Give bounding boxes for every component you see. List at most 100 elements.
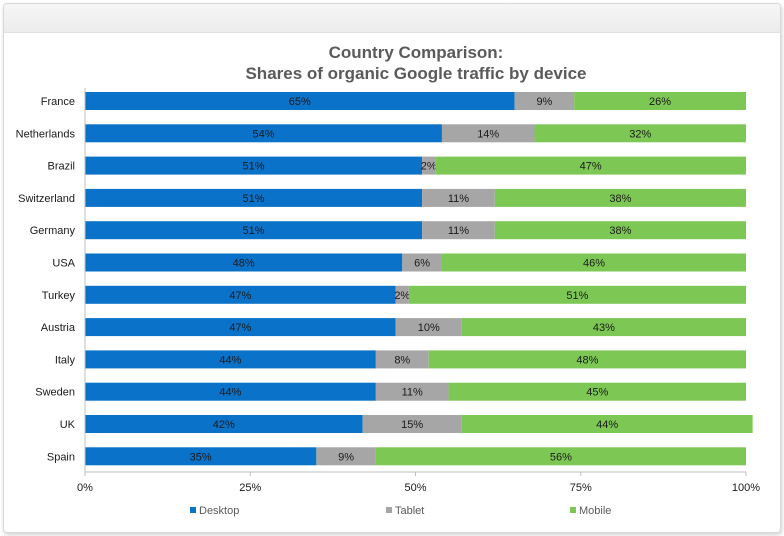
x-tick-label: 100% (732, 482, 760, 494)
bar-segment-desktop (85, 350, 376, 369)
bar-segment-mobile (428, 350, 746, 369)
data-label-tablet: 14% (477, 128, 499, 140)
data-label-mobile: 51% (566, 290, 588, 302)
legend-label: Mobile (579, 505, 611, 517)
bar-segment-desktop (85, 415, 363, 433)
data-label-desktop: 51% (243, 193, 265, 205)
data-label-desktop: 51% (243, 225, 265, 237)
data-label-desktop: 47% (229, 290, 251, 302)
data-label-tablet: 10% (418, 322, 440, 334)
category-label: Sweden (35, 387, 75, 399)
category-label: USA (52, 258, 75, 270)
category-label: Spain (47, 451, 75, 463)
bar-segment-desktop (85, 318, 396, 337)
data-label-tablet: 11% (448, 225, 469, 237)
data-label-tablet: 8% (394, 354, 410, 366)
bar-segment-desktop (85, 447, 317, 466)
bar-segment-tablet (375, 382, 449, 401)
legend-swatch (386, 507, 392, 513)
category-label: Italy (55, 354, 76, 366)
bar-segment-desktop (85, 156, 423, 175)
plot-area: France 65% 9% 26% Netherlands 54% 14% 32% Brazil… (16, 92, 753, 466)
bar-segment-tablet (362, 415, 462, 433)
bar-segment-tablet (395, 285, 409, 304)
data-label-desktop: 44% (219, 354, 241, 366)
data-label-tablet: 11% (448, 193, 469, 205)
bar-row-france: France 65% 9% 26% (41, 92, 746, 110)
bar-segment-tablet (422, 188, 495, 207)
bar-segment-tablet (422, 221, 495, 240)
bar-row-germany: Germany 51% 11% 38% (30, 221, 746, 240)
bar-row-austria: Austria 47% 10% 43% (41, 318, 746, 337)
bar-segment-tablet (514, 92, 575, 110)
chart-title-line-1: Country Comparison: (329, 43, 504, 62)
data-label-desktop: 47% (229, 322, 251, 334)
x-tick-label: 25% (239, 482, 261, 494)
category-label: Netherlands (16, 128, 76, 140)
chart-top-band (4, 4, 780, 33)
data-label-tablet: 9% (536, 96, 552, 108)
bar-segment-tablet (316, 447, 376, 466)
data-label-tablet: 2% (421, 161, 437, 173)
bar-row-sweden: Sweden 44% 11% 45% (35, 382, 746, 401)
bar-segment-mobile (494, 221, 746, 240)
data-label-tablet: 2% (394, 290, 410, 302)
data-label-tablet: 11% (402, 387, 423, 399)
data-label-desktop: 35% (190, 451, 212, 463)
data-label-desktop: 42% (213, 419, 235, 431)
data-label-mobile: 43% (593, 322, 615, 334)
bar-segment-mobile (574, 92, 746, 110)
legend-item-mobile: Mobile (570, 505, 611, 517)
bar-row-turkey: Turkey 47% 2% 51% (42, 285, 746, 304)
data-label-tablet: 6% (414, 258, 430, 270)
legend: Desktop Tablet Mobile (190, 505, 611, 517)
x-tick-label: 50% (404, 482, 426, 494)
data-label-desktop: 48% (233, 258, 255, 270)
legend-swatch (570, 507, 576, 513)
bar-row-uk: UK 42% 15% 44% (60, 415, 753, 433)
bar-segment-mobile (441, 253, 746, 272)
bar-segment-tablet (375, 350, 429, 369)
x-tick-label: 75% (570, 482, 592, 494)
data-label-mobile: 26% (649, 96, 671, 108)
bar-row-switzerland: Switzerland 51% 11% 38% (18, 188, 746, 207)
bar-segment-desktop (85, 221, 423, 240)
category-label: Turkey (42, 290, 76, 302)
bar-row-brazil: Brazil 51% 2% 47% (47, 156, 746, 175)
chart-title-line-2: Shares of organic Google traffic by devi… (245, 64, 586, 83)
bar-segment-tablet (402, 253, 442, 272)
bar-segment-mobile (494, 188, 746, 207)
bar-segment-desktop (85, 92, 515, 110)
bar-segment-mobile (448, 382, 746, 401)
bar-segment-desktop (85, 124, 442, 143)
bar-segment-mobile (408, 285, 746, 304)
data-label-tablet: 15% (401, 419, 423, 431)
data-label-tablet: 9% (338, 451, 354, 463)
data-label-mobile: 38% (609, 193, 631, 205)
bar-row-usa: USA 48% 6% 46% (52, 253, 746, 272)
bar-segment-mobile (534, 124, 746, 143)
bar-segment-mobile (435, 156, 746, 175)
data-label-desktop: 51% (243, 161, 265, 173)
bar-segment-tablet (441, 124, 535, 143)
legend-item-tablet: Tablet (386, 505, 424, 517)
category-label: France (41, 96, 75, 108)
bar-segment-desktop (85, 382, 376, 401)
data-label-desktop: 65% (289, 96, 311, 108)
bar-segment-mobile (461, 415, 753, 433)
category-label: Germany (30, 225, 76, 237)
bar-segment-tablet (395, 318, 462, 337)
bar-segment-tablet (422, 156, 436, 175)
data-label-mobile: 45% (586, 387, 608, 399)
bar-segment-mobile (375, 447, 746, 466)
data-label-mobile: 47% (580, 161, 602, 173)
bar-row-netherlands: Netherlands 54% 14% 32% (16, 124, 746, 143)
x-axis: 0% 25% 50% 75% 100% (77, 88, 760, 494)
bar-segment-desktop (85, 285, 396, 304)
legend-label: Tablet (395, 505, 424, 517)
data-label-mobile: 38% (609, 225, 631, 237)
data-label-desktop: 54% (252, 128, 274, 140)
data-label-mobile: 32% (629, 128, 651, 140)
category-label: Switzerland (18, 193, 75, 205)
